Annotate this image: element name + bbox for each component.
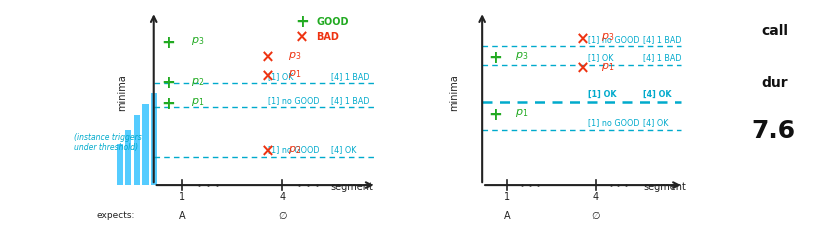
Text: ×: × (296, 28, 309, 46)
Text: A: A (504, 211, 511, 221)
Text: [4] 1 BAD: [4] 1 BAD (331, 96, 370, 105)
Bar (117, 144, 123, 185)
Text: 4: 4 (592, 192, 599, 202)
Text: 1: 1 (179, 192, 186, 202)
Text: GOOD: GOOD (317, 18, 349, 27)
Text: $p_1$: $p_1$ (191, 96, 204, 108)
Bar (151, 93, 157, 185)
Text: $p_1$: $p_1$ (601, 61, 614, 73)
Text: A: A (179, 211, 186, 221)
Text: [1] OK: [1] OK (268, 72, 293, 81)
Text: [1] OK: [1] OK (588, 90, 617, 99)
Text: ×: × (576, 30, 590, 48)
Text: [4] OK: [4] OK (331, 146, 356, 155)
Text: 1: 1 (504, 192, 511, 202)
Bar (125, 130, 131, 185)
Text: ∅: ∅ (278, 211, 286, 221)
Bar (142, 104, 149, 185)
Text: +: + (161, 74, 175, 92)
Text: segment: segment (331, 182, 374, 192)
Text: [1] no GOOD: [1] no GOOD (268, 96, 319, 105)
Text: ×: × (261, 49, 275, 67)
Text: [1] no GOOD: [1] no GOOD (268, 146, 319, 155)
Text: call: call (761, 24, 788, 38)
Text: ×: × (261, 143, 275, 161)
Text: $p_3$: $p_3$ (601, 31, 614, 43)
Text: expects:: expects: (97, 211, 135, 220)
Text: $p_3$: $p_3$ (191, 35, 204, 47)
Text: [1] no GOOD: [1] no GOOD (588, 118, 639, 127)
Text: $p_2$: $p_2$ (191, 76, 204, 88)
Text: 7.6: 7.6 (752, 118, 796, 142)
Text: +: + (161, 34, 175, 52)
Text: ∅: ∅ (591, 211, 600, 221)
Text: +: + (488, 49, 501, 67)
Text: segment: segment (643, 182, 686, 192)
Text: $p_1$: $p_1$ (515, 107, 528, 119)
Text: $p_3$: $p_3$ (515, 50, 528, 62)
Text: [1] no GOOD: [1] no GOOD (588, 35, 639, 44)
Text: $p_3$: $p_3$ (288, 50, 302, 62)
Text: minima: minima (118, 74, 128, 111)
Bar (134, 115, 140, 185)
Text: ×: × (261, 67, 275, 85)
Text: [1] OK: [1] OK (588, 53, 613, 62)
Text: 4: 4 (279, 192, 286, 202)
Text: dur: dur (761, 76, 788, 90)
Text: +: + (296, 14, 309, 32)
Text: [4] 1 BAD: [4] 1 BAD (643, 53, 682, 62)
Text: +: + (488, 106, 501, 124)
Text: $p_2$: $p_2$ (288, 144, 302, 156)
Text: [4] 1 BAD: [4] 1 BAD (643, 35, 682, 44)
Text: minima: minima (449, 74, 459, 111)
Text: BAD: BAD (317, 32, 339, 42)
Text: [4] OK: [4] OK (643, 118, 669, 127)
Text: $p_1$: $p_1$ (288, 68, 302, 80)
Text: ×: × (576, 60, 590, 78)
Text: +: + (161, 95, 175, 113)
Text: [4] OK: [4] OK (643, 90, 672, 99)
Text: [4] 1 BAD: [4] 1 BAD (331, 72, 370, 81)
Text: (instance triggers
under threshold): (instance triggers under threshold) (74, 133, 141, 152)
